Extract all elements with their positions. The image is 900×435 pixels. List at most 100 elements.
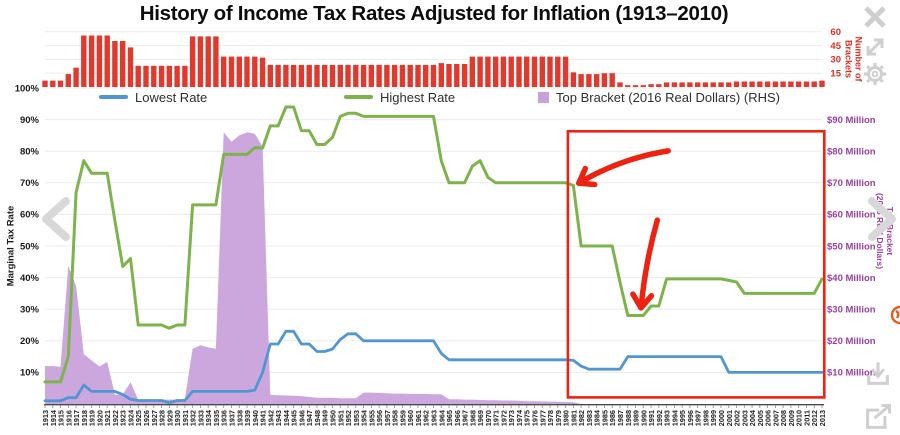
svg-text:1980: 1980	[562, 410, 571, 426]
svg-text:2009: 2009	[787, 410, 796, 426]
svg-text:2006: 2006	[764, 410, 773, 426]
brand-mark	[889, 302, 900, 332]
svg-text:1927: 1927	[150, 410, 159, 426]
svg-text:1924: 1924	[126, 409, 135, 426]
lowest-rate-swatch	[99, 95, 128, 99]
svg-text:1973: 1973	[507, 410, 516, 426]
svg-text:1949: 1949	[321, 410, 330, 426]
svg-text:1989: 1989	[632, 410, 641, 426]
svg-text:1970: 1970	[484, 410, 493, 426]
svg-text:1961: 1961	[414, 410, 423, 426]
svg-text:1964: 1964	[437, 409, 446, 426]
prev-chevron-icon[interactable]	[38, 197, 76, 241]
next-chevron-icon[interactable]	[862, 197, 900, 241]
svg-text:100%: 100%	[15, 83, 40, 94]
svg-text:90%: 90%	[20, 115, 40, 126]
svg-text:15: 15	[830, 68, 841, 79]
svg-text:$40 Million: $40 Million	[827, 273, 876, 284]
svg-text:1921: 1921	[103, 410, 112, 426]
svg-text:2005: 2005	[756, 410, 765, 426]
svg-text:1996: 1996	[686, 410, 695, 426]
svg-text:1915: 1915	[57, 410, 66, 426]
svg-text:1988: 1988	[624, 410, 633, 426]
legend-item-top-bracket[interactable]: Top Bracket (2016 Real Dollars) (RHS)	[538, 89, 780, 105]
svg-text:1995: 1995	[678, 410, 687, 426]
svg-text:1957: 1957	[383, 410, 392, 426]
svg-text:$20 Million: $20 Million	[827, 336, 876, 347]
svg-text:1950: 1950	[328, 410, 337, 426]
svg-text:1937: 1937	[227, 410, 236, 426]
svg-text:60: 60	[830, 27, 841, 38]
svg-text:1913: 1913	[41, 410, 50, 426]
svg-text:1990: 1990	[639, 410, 648, 426]
svg-text:1917: 1917	[72, 410, 81, 426]
svg-text:1932: 1932	[189, 410, 198, 426]
svg-text:1947: 1947	[305, 410, 314, 426]
legend-item-highest-rate[interactable]: Highest Rate	[344, 89, 455, 105]
svg-text:1992: 1992	[655, 410, 664, 426]
svg-text:1984: 1984	[593, 409, 602, 426]
svg-text:10%: 10%	[20, 368, 40, 379]
svg-text:2008: 2008	[779, 410, 788, 426]
svg-text:2002: 2002	[733, 410, 742, 426]
svg-text:2004: 2004	[748, 409, 757, 426]
svg-text:1918: 1918	[80, 410, 89, 426]
highest-rate-swatch	[344, 95, 373, 99]
settings-gear-icon[interactable]	[862, 61, 888, 87]
svg-text:1972: 1972	[499, 410, 508, 426]
axes: 1913191419151916191719181919192019211922…	[15, 27, 876, 426]
svg-text:$30 Million: $30 Million	[827, 305, 876, 316]
svg-text:2010: 2010	[795, 410, 804, 426]
svg-text:$80 Million: $80 Million	[827, 147, 876, 158]
legend-label: Top Bracket (2016 Real Dollars) (RHS)	[556, 89, 780, 105]
legend-label: Lowest Rate	[135, 89, 208, 105]
page-title: History of Income Tax Rates Adjusted for…	[139, 2, 729, 25]
svg-text:1951: 1951	[336, 410, 345, 426]
svg-text:50%: 50%	[20, 241, 40, 252]
svg-text:2013: 2013	[818, 410, 827, 426]
svg-text:1938: 1938	[235, 410, 244, 426]
legend-item-lowest-rate[interactable]: Lowest Rate	[99, 89, 207, 105]
svg-text:1914: 1914	[49, 409, 58, 426]
share-icon[interactable]	[863, 403, 893, 431]
svg-text:2000: 2000	[717, 410, 726, 426]
svg-text:40%: 40%	[20, 273, 40, 284]
close-icon[interactable]	[861, 3, 889, 31]
svg-text:30: 30	[830, 55, 841, 66]
svg-text:1974: 1974	[515, 409, 524, 426]
svg-text:2012: 2012	[810, 410, 819, 426]
svg-text:2001: 2001	[725, 410, 734, 426]
svg-text:70%: 70%	[20, 178, 40, 189]
svg-text:1960: 1960	[406, 410, 415, 426]
top-bracket-area-series	[45, 132, 822, 404]
svg-text:1948: 1948	[313, 410, 322, 426]
expand-icon[interactable]	[861, 33, 889, 61]
svg-text:1987: 1987	[616, 410, 625, 426]
svg-text:1962: 1962	[422, 410, 431, 426]
svg-text:1928: 1928	[158, 410, 167, 426]
svg-text:1926: 1926	[142, 410, 151, 426]
left-axis-title: Marginal Tax Rate	[5, 205, 17, 287]
svg-text:1942: 1942	[266, 410, 275, 426]
svg-text:1999: 1999	[709, 410, 718, 426]
svg-text:1934: 1934	[204, 409, 213, 426]
legend-label: Highest Rate	[380, 89, 456, 105]
svg-text:1958: 1958	[391, 410, 400, 426]
download-icon[interactable]	[864, 360, 892, 388]
svg-text:45: 45	[830, 41, 841, 52]
svg-text:1991: 1991	[647, 410, 656, 426]
svg-text:1979: 1979	[554, 410, 563, 426]
svg-text:1916: 1916	[64, 410, 73, 426]
svg-text:1997: 1997	[694, 410, 703, 426]
svg-text:1982: 1982	[577, 410, 586, 426]
svg-text:1940: 1940	[251, 410, 260, 426]
svg-text:1968: 1968	[468, 410, 477, 426]
svg-text:1952: 1952	[344, 410, 353, 426]
svg-text:1944: 1944	[282, 409, 291, 426]
svg-text:30%: 30%	[20, 305, 40, 316]
svg-text:1943: 1943	[274, 410, 283, 426]
svg-text:1923: 1923	[119, 410, 128, 426]
svg-text:1981: 1981	[569, 410, 578, 426]
